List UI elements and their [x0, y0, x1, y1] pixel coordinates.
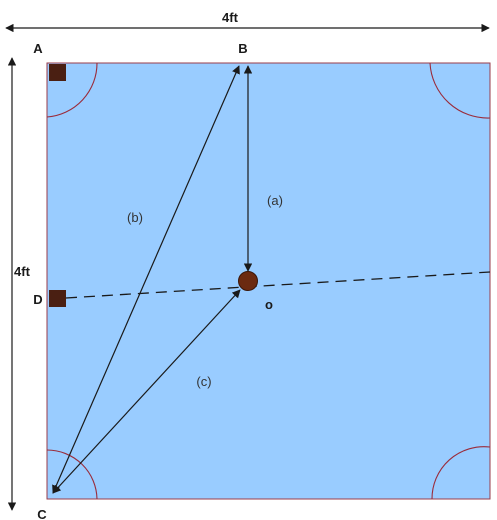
segment-label-a: (a)	[267, 193, 283, 208]
point-label-o: o	[265, 297, 273, 312]
point-label-c: C	[37, 507, 47, 520]
segment-label-c: (c)	[196, 374, 211, 389]
point-label-a: A	[33, 41, 43, 56]
corner-arc-bottom-right	[431, 446, 491, 500]
segment-label-b: (b)	[127, 210, 143, 225]
point-label-b: B	[238, 41, 247, 56]
point-label-d: D	[33, 292, 42, 307]
segment-c-arrow	[52, 289, 241, 494]
marker-a-square	[49, 64, 66, 81]
width-label: 4ft	[222, 10, 239, 25]
corner-arc-top-right	[429, 62, 491, 119]
height-label: 4ft	[14, 264, 31, 279]
marker-d-square	[49, 290, 66, 307]
board-square	[46, 62, 491, 500]
width-dimension: 4ft	[5, 10, 490, 33]
center-point-o	[238, 271, 258, 291]
height-dimension: 4ft	[7, 57, 31, 511]
